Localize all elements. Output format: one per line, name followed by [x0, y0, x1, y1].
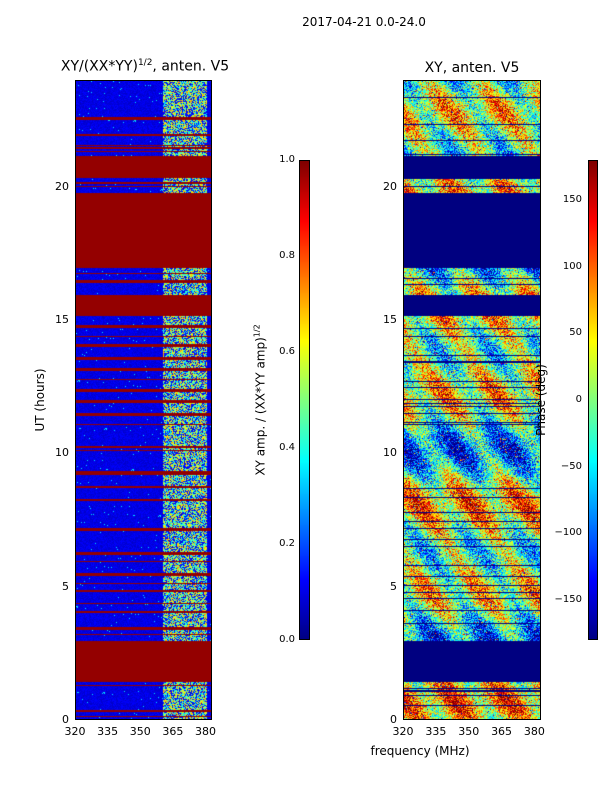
left-x-tick-380: 380 [194, 725, 216, 738]
left-x-tick-350: 350 [129, 725, 151, 738]
right-x-tick-350: 350 [458, 725, 480, 738]
figure-suptitle: 2017-04-21 0.0-24.0 [302, 15, 426, 29]
left-cb-tick-4: 0.8 [279, 250, 295, 261]
left-x-tick-320: 320 [64, 725, 86, 738]
right-heatmap-canvas [404, 81, 540, 719]
right-y-tick-20: 20 [383, 179, 397, 193]
left-x-tick-365: 365 [162, 725, 184, 738]
right-cb-tick-5: 100 [562, 260, 582, 272]
right-cb-tick-4: 50 [569, 327, 582, 339]
right-heatmap-frame [403, 80, 541, 720]
right-plot-title: XY, anten. V5 [424, 60, 520, 76]
right-colorbar [588, 160, 598, 640]
left-heatmap-frame [75, 80, 212, 720]
left-y-tick-10: 10 [55, 446, 69, 460]
left-colorbar [299, 160, 310, 640]
right-cb-tick-1: −100 [554, 527, 582, 539]
left-y-tick-5: 5 [62, 579, 69, 593]
right-cb-tick-0: −150 [554, 594, 582, 605]
left-title-superscript: 1/2 [137, 58, 153, 68]
left-colorbar-label-superscript: 1/2 [252, 324, 262, 338]
left-colorbar-label-main: XY amp. / (XX*YY amp) [253, 337, 268, 476]
left-title-suffix: , anten. V5 [152, 58, 230, 75]
right-y-tick-10: 10 [383, 446, 397, 460]
left-y-tick-0: 0 [62, 713, 69, 726]
left-heatmap-canvas [76, 81, 211, 719]
left-cb-tick-5: 1.0 [279, 154, 295, 165]
right-y-tick-5: 5 [390, 579, 397, 593]
right-y-tick-15: 15 [383, 313, 397, 326]
right-x-tick-335: 335 [425, 725, 447, 738]
right-cb-tick-3: 0 [575, 394, 582, 405]
right-x-tick-320: 320 [392, 725, 414, 738]
left-cb-tick-1: 0.2 [279, 538, 295, 549]
right-y-tick-0: 0 [390, 713, 397, 726]
left-cb-tick-0: 0.0 [279, 634, 295, 645]
left-title-main: XY/(XX*YY) [60, 58, 138, 75]
left-x-tick-335: 335 [97, 725, 119, 738]
left-colorbar-label: XY amp. / (XX*YY amp)1/2 [253, 324, 268, 475]
right-x-tick-380: 380 [523, 725, 545, 738]
right-colorbar-label: Phase (deg) [534, 364, 548, 436]
right-cb-tick-6: 150 [562, 194, 582, 205]
left-y-axis-label: UT (hours) [33, 368, 47, 432]
left-cb-tick-2: 0.4 [279, 442, 295, 453]
left-cb-tick-3: 0.6 [279, 346, 295, 357]
left-y-tick-20: 20 [55, 179, 69, 193]
right-cb-tick-2: −50 [560, 460, 582, 472]
left-y-tick-15: 15 [55, 313, 69, 326]
left-plot-title: XY/(XX*YY)1/2, anten. V5 [40, 58, 250, 75]
right-x-tick-365: 365 [491, 725, 513, 738]
left-colorbar-gradient [300, 161, 309, 639]
right-colorbar-gradient [589, 161, 597, 639]
x-axis-label-text: frequency (MHz) [370, 744, 470, 758]
